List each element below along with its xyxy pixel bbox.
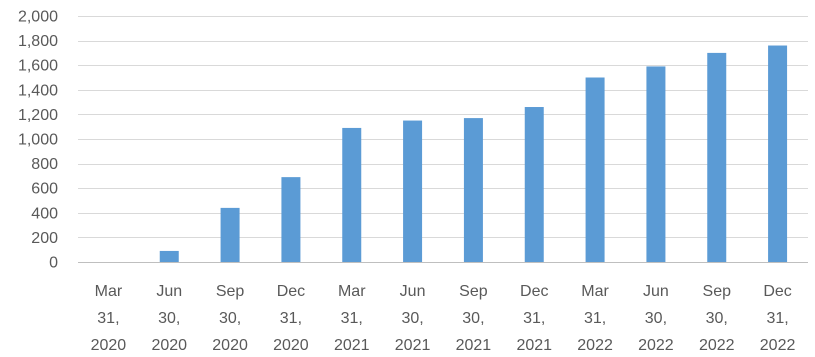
bar xyxy=(403,120,423,262)
y-tick-label: 1,800 xyxy=(18,33,58,50)
y-tick-label: 800 xyxy=(31,156,58,173)
y-tick-label: 200 xyxy=(31,230,58,247)
y-tick-label: 0 xyxy=(49,255,58,272)
bars xyxy=(159,45,788,263)
y-tick-label: 600 xyxy=(31,181,58,198)
bar xyxy=(159,250,179,262)
x-axis-category-labels: Mar 31, 2020 Jun 30, 2020 Sep 30, 2020 Dec 31, 2020… xyxy=(91,283,796,354)
x-category-label: Sep 30, 2021 xyxy=(456,283,492,354)
bar xyxy=(768,45,788,262)
bar xyxy=(585,77,605,262)
bar xyxy=(281,177,301,262)
x-category-label: Mar 31, 2021 xyxy=(334,283,370,354)
bar xyxy=(342,127,362,263)
bar xyxy=(524,107,544,263)
x-category-label: Dec 31, 2022 xyxy=(760,283,796,354)
x-category-label: Sep 30, 2020 xyxy=(212,283,248,354)
x-category-label: Dec 31, 2020 xyxy=(273,283,309,354)
x-category-label: Jun 30, 2020 xyxy=(151,283,187,354)
bar xyxy=(707,52,727,263)
x-category-label: Jun 30, 2021 xyxy=(395,283,431,354)
x-category-label: Mar 31, 2022 xyxy=(577,283,613,354)
x-category-label: Dec 31, 2021 xyxy=(516,283,552,354)
bar xyxy=(220,207,240,262)
y-axis-tick-labels: 0 200 400 600 800 1,000 1,200 1,400 1,600 1,800 2,… xyxy=(18,9,58,272)
y-tick-label: 1,400 xyxy=(18,82,58,99)
y-tick-label: 400 xyxy=(31,205,58,222)
bar xyxy=(646,66,666,263)
y-tick-label: 1,000 xyxy=(18,132,58,149)
bar xyxy=(463,118,483,262)
x-category-label: Sep 30, 2022 xyxy=(699,283,735,354)
x-category-label: Jun 30, 2022 xyxy=(638,283,674,354)
y-tick-label: 1,200 xyxy=(18,107,58,124)
x-category-label: Mar 31, 2020 xyxy=(91,283,127,354)
gridlines xyxy=(78,16,808,263)
y-tick-label: 2,000 xyxy=(18,9,58,26)
y-tick-label: 1,600 xyxy=(18,58,58,75)
